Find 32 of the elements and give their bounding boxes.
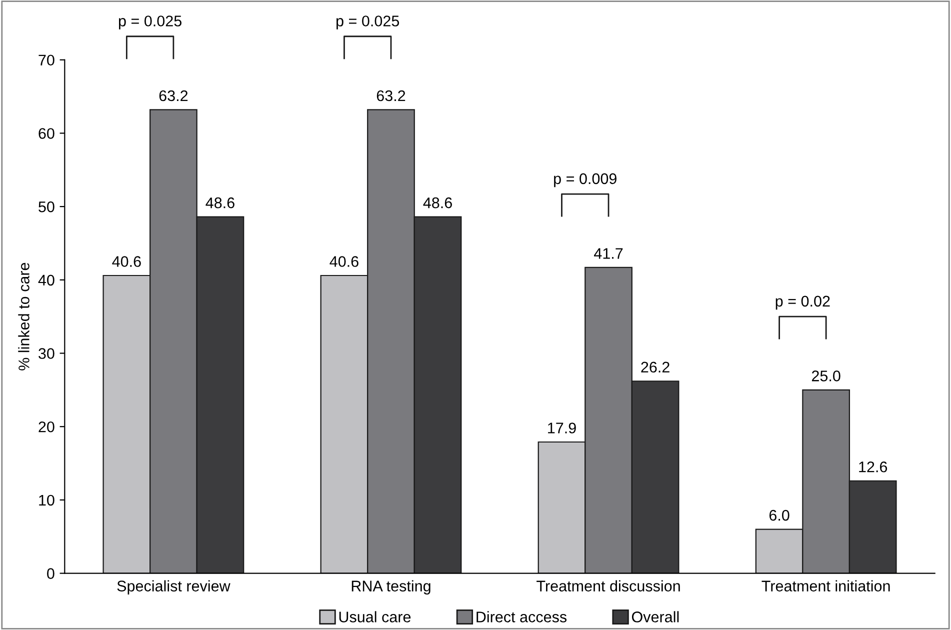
text: 6.0 [769,510,790,521]
legend-label: Direct access [476,611,567,622]
x-tick-label: Treatment discussion [536,580,680,592]
x-tick-label: Specialist review [117,580,230,594]
text: 63.2 [376,90,406,102]
y-tick-label: 20 [38,421,54,432]
text: 25.0 [812,370,840,382]
y-tick-label: 30 [38,348,54,359]
y-tick-label: 0 [47,568,54,579]
y-tick-label: 70 [38,54,54,66]
text: 41.7 [594,248,623,259]
text: 40.6 [330,256,358,267]
legend-label: Usual care [339,611,411,622]
y-tick-label: 10 [39,494,54,506]
text: 48.6 [423,197,452,208]
x-tick-label: RNA testing [352,580,430,594]
y-tick-label: 40 [38,274,54,286]
text: 12.6 [859,461,888,472]
annotation: p = 0.02 [776,296,830,310]
y-axis-title: % linked to care [18,262,30,370]
text: p = 0.025 [118,16,182,30]
text: 63.2 [159,90,188,102]
text: 40.6 [112,256,141,267]
text: 17.9 [548,422,576,434]
legend-label: Overall [632,611,679,622]
text: 48.6 [206,197,234,208]
y-tick-label: 60 [38,128,54,139]
y-tick-label: 50 [38,201,54,212]
text: 26.2 [641,362,670,373]
text: p = 0.025 [336,16,400,30]
x-tick-label: Treatment initiation [762,580,890,592]
annotation: p = 0.009 [554,173,616,188]
